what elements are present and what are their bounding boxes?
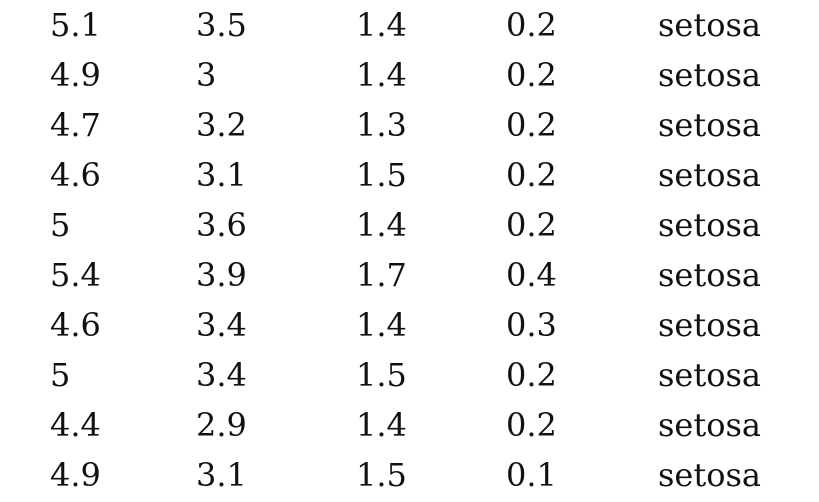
table-row: 5 3.4 1.5 0.2 setosa <box>50 350 798 400</box>
table-cell: 0.2 <box>506 406 557 444</box>
table-cell: 0.2 <box>506 6 557 44</box>
table-cell: 3.4 <box>196 306 247 344</box>
table-cell: 1.4 <box>356 406 407 444</box>
table-cell: 5 <box>50 206 71 244</box>
table-cell: 1.4 <box>356 206 407 244</box>
table-cell: 1.7 <box>356 256 407 294</box>
table-cell: setosa <box>658 156 761 194</box>
table-cell: setosa <box>658 306 761 344</box>
table-cell: setosa <box>658 256 761 294</box>
table-cell: setosa <box>658 56 761 94</box>
table-cell: 4.6 <box>50 156 101 194</box>
table-cell: 0.2 <box>506 356 557 394</box>
table-cell: 5 <box>50 356 71 394</box>
table-row: 4.9 3.1 1.5 0.1 setosa <box>50 450 798 500</box>
table-cell: 4.9 <box>50 456 101 494</box>
table-cell: 1.4 <box>356 6 407 44</box>
table-row: 4.6 3.4 1.4 0.3 setosa <box>50 300 798 350</box>
table-cell: setosa <box>658 456 761 494</box>
table-cell: 0.2 <box>506 56 557 94</box>
data-table: 5.1 3.5 1.4 0.2 setosa 4.9 3 1.4 0.2 set… <box>50 0 798 500</box>
table-row: 5.1 3.5 1.4 0.2 setosa <box>50 0 798 50</box>
table-cell: setosa <box>658 6 761 44</box>
table-cell: 1.4 <box>356 306 407 344</box>
table-cell: 3.1 <box>196 156 247 194</box>
table-cell: setosa <box>658 206 761 244</box>
table-cell: 0.2 <box>506 106 557 144</box>
table-cell: 4.6 <box>50 306 101 344</box>
table-cell: 4.4 <box>50 406 101 444</box>
table-row: 5 3.6 1.4 0.2 setosa <box>50 200 798 250</box>
table-row: 4.6 3.1 1.5 0.2 setosa <box>50 150 798 200</box>
table-cell: 4.7 <box>50 106 101 144</box>
table-cell: 3.6 <box>196 206 247 244</box>
table-row: 4.9 3 1.4 0.2 setosa <box>50 50 798 100</box>
table-cell: setosa <box>658 406 761 444</box>
table-row: 4.7 3.2 1.3 0.2 setosa <box>50 100 798 150</box>
table-cell: 3.1 <box>196 456 247 494</box>
table-body: 5.1 3.5 1.4 0.2 setosa 4.9 3 1.4 0.2 set… <box>50 0 798 500</box>
table-cell: 1.4 <box>356 56 407 94</box>
table-cell: 1.5 <box>356 356 407 394</box>
table-cell: 3.2 <box>196 106 247 144</box>
table-cell: setosa <box>658 106 761 144</box>
table-cell: 5.1 <box>50 6 101 44</box>
table-cell: 0.2 <box>506 156 557 194</box>
table-cell: 4.9 <box>50 56 101 94</box>
table-cell: 0.3 <box>506 306 557 344</box>
table-cell: 3 <box>196 56 217 94</box>
table-cell: 3.9 <box>196 256 247 294</box>
table-cell: 3.5 <box>196 6 247 44</box>
table-cell: 2.9 <box>196 406 247 444</box>
table-cell: 0.2 <box>506 206 557 244</box>
table-cell: 1.5 <box>356 456 407 494</box>
table-cell: 1.5 <box>356 156 407 194</box>
table-cell: 3.4 <box>196 356 247 394</box>
table-cell: 0.1 <box>506 456 557 494</box>
table-cell: 0.4 <box>506 256 557 294</box>
table-row: 4.4 2.9 1.4 0.2 setosa <box>50 400 798 450</box>
table-cell: 5.4 <box>50 256 101 294</box>
table-row: 5.4 3.9 1.7 0.4 setosa <box>50 250 798 300</box>
table-cell: 1.3 <box>356 106 407 144</box>
table-cell: setosa <box>658 356 761 394</box>
